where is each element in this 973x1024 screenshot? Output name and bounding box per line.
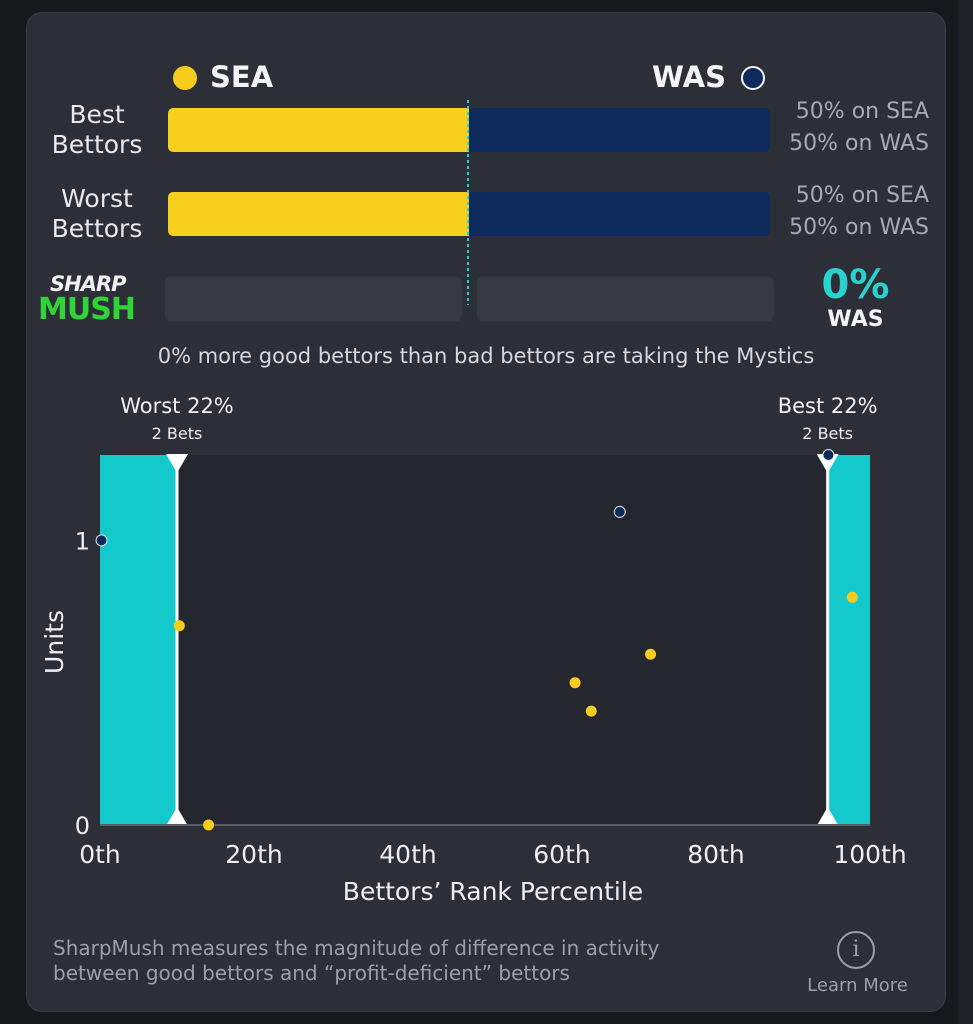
point-sea-0 [173,620,185,632]
learn-more-link[interactable]: Learn More [807,975,908,996]
y-axis-label: Units [40,610,69,674]
best-bettors-was-segment [469,108,770,152]
band-marker-top-icon-0 [166,454,188,473]
x-tick-label-5: 100th [833,840,906,869]
team-left-label: SEA [210,60,274,94]
sharpmush-summary: 0% more good bettors than bad bettors ar… [157,344,815,368]
x-tick-label-0: 0th [79,840,121,869]
point-was-0 [95,534,108,547]
best-bettors-bar [168,108,770,152]
x-tick-label-3: 60th [533,840,590,869]
sharpmush-team: WAS [827,307,884,332]
center-divider-line [467,100,469,305]
worst-bettors-sea-pct: 50% on SEA [795,183,929,208]
point-sea-2 [569,677,581,689]
x-tick-label-1: 20th [225,840,282,869]
band-marker-bottom-icon-0 [166,807,188,826]
worst-bettors-was-segment [469,192,770,236]
worst-bettors-bar [168,192,770,236]
band-marker-bottom-icon-1 [816,807,839,826]
y-tick-label-1: 1 [75,527,90,555]
x-tick-label-2: 40th [379,840,436,869]
band-marker-top-icon-1 [816,454,839,473]
worst-bettors-label: Worst Bettors [51,184,143,243]
band-1 [827,455,870,825]
footer-description: SharpMush measures the magnitude of diff… [53,936,660,985]
was-team-dot [741,66,765,90]
point-was-2 [822,449,835,461]
sharpmush-logo: SHARP MUSH [38,272,136,327]
team-right-label: WAS [652,60,727,94]
point-was-1 [613,505,626,518]
best-bettors-sea-segment [168,108,469,152]
rank-scatter-chart: Worst 22% 2 Bets Best 22% 2 Bets 0th 20th 40th… [40,394,907,906]
sharpmush-track-left [165,277,462,321]
band-title-1: Best 22% [778,394,878,418]
best-bettors-label: Best Bettors [51,100,143,159]
sea-team-dot [173,66,197,90]
best-bettors-was-pct: 50% on WAS [789,131,929,156]
band-subtitle-1: 2 Bets [802,424,853,443]
best-bettors-sea-pct: 50% on SEA [795,99,929,124]
x-tick-label-4: 80th [687,840,744,869]
info-icon[interactable]: i [837,931,875,969]
band-0 [100,455,177,825]
scrollbar-track[interactable] [958,0,973,1024]
point-sea-4 [645,648,657,660]
band-title-0: Worst 22% [120,394,234,418]
sharpmush-value: 0% [821,262,890,308]
y-tick-label-0: 0 [75,812,90,840]
worst-bettors-was-pct: 50% on WAS [789,215,929,240]
worst-bettors-sea-segment [168,192,469,236]
point-sea-3 [585,705,597,717]
plot-area [100,455,870,825]
sharpmush-track-right [477,277,774,321]
point-sea-1 [203,819,215,831]
point-sea-5 [846,591,858,603]
band-subtitle-0: 2 Bets [152,424,203,443]
x-axis-label: Bettors’ Rank Percentile [343,877,643,906]
